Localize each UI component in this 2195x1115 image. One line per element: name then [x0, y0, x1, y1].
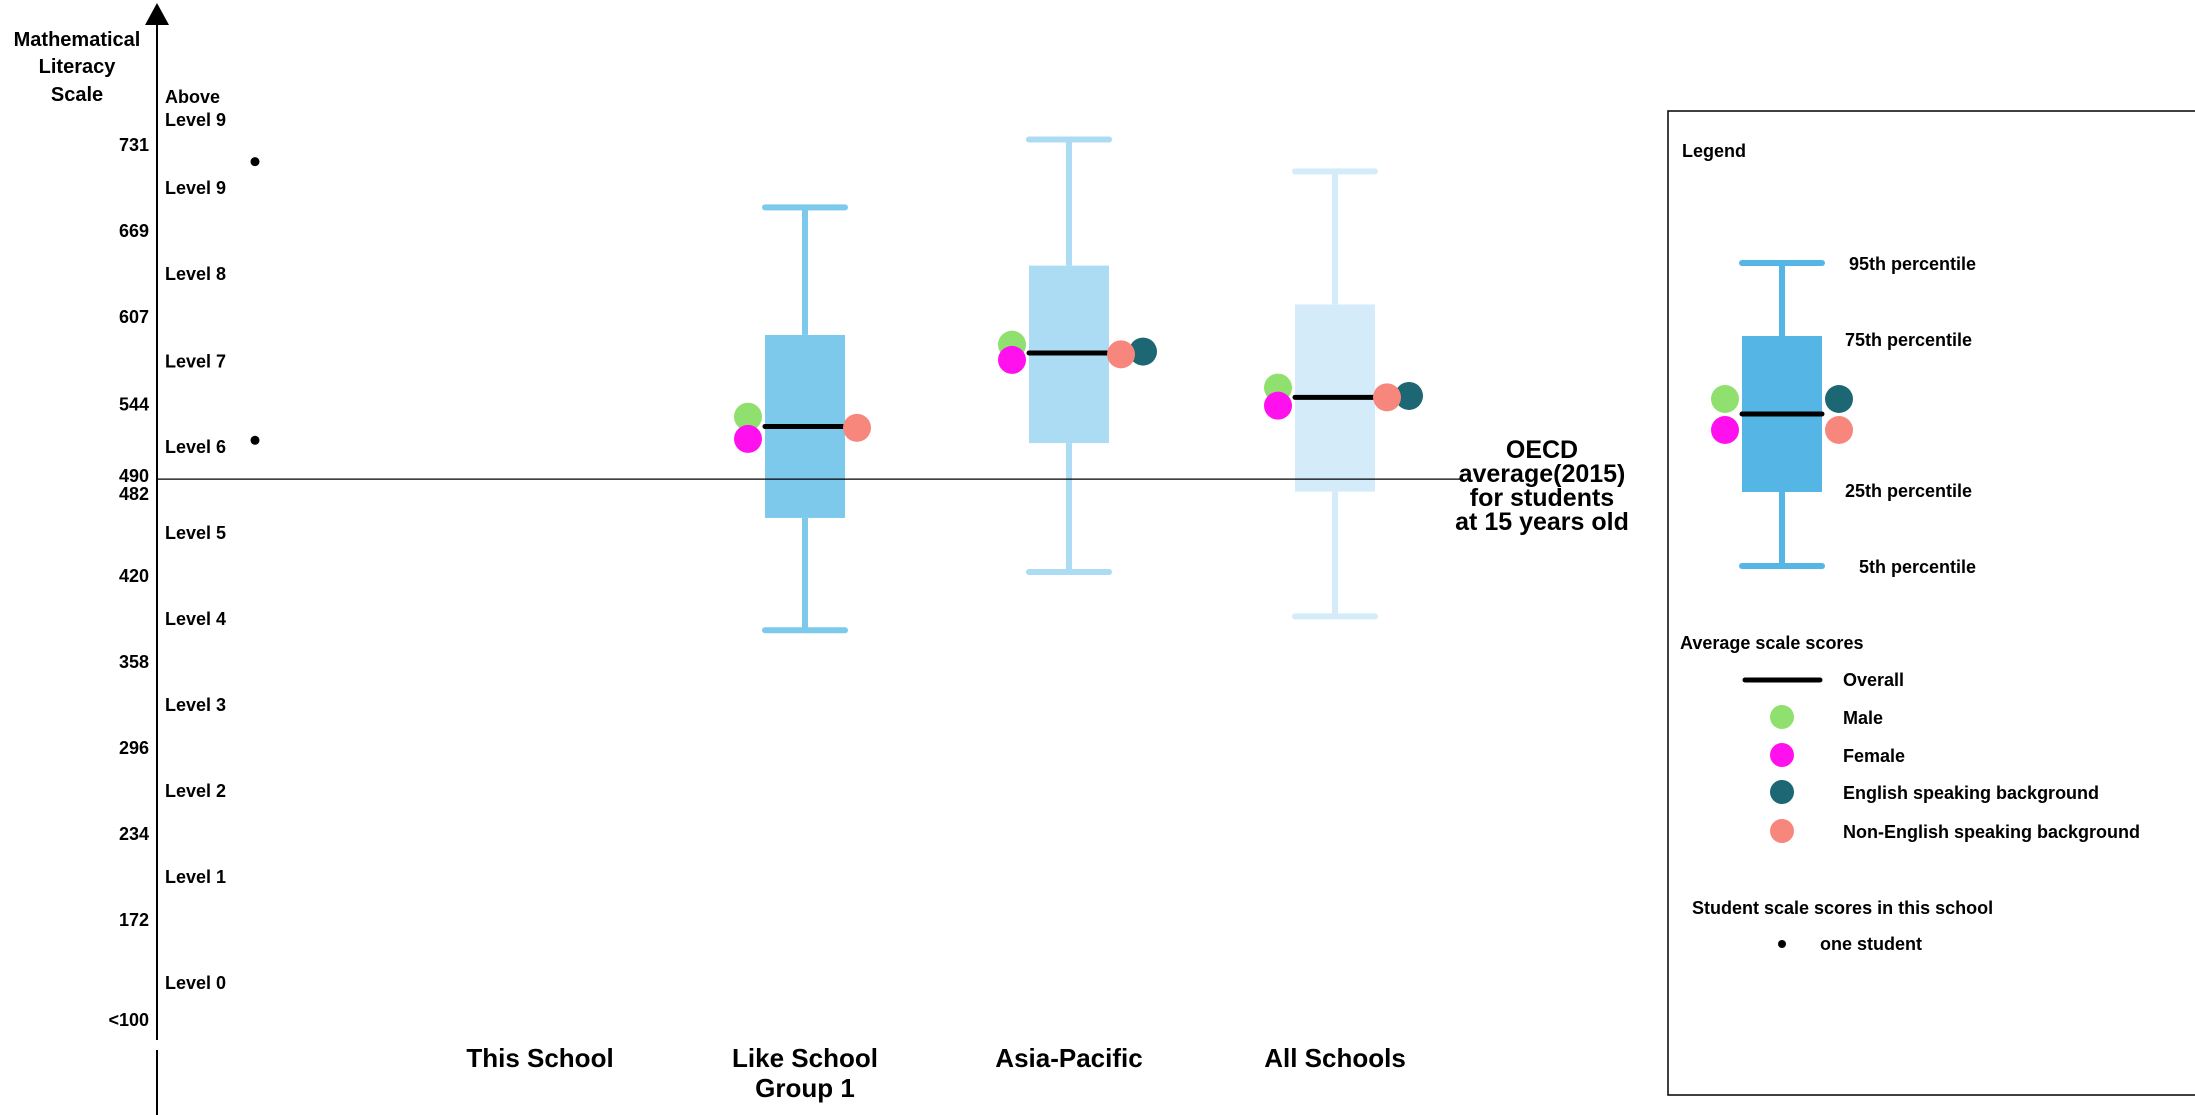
- legend-one-student-dot: [1778, 940, 1786, 948]
- legend-female-swatch: [1770, 743, 1794, 767]
- category-label: This School: [466, 1043, 613, 1073]
- legend-english-label: English speaking background: [1843, 783, 2099, 803]
- legend-male-label: Male: [1843, 708, 1883, 728]
- student-dot: [250, 157, 260, 167]
- y-axis-title-line-3: Scale: [51, 84, 103, 106]
- legend-p5-label: 5th percentile: [1859, 557, 1976, 577]
- level-label: Level 6: [165, 437, 226, 457]
- male-score-dot: [734, 402, 762, 431]
- legend-female-label: Female: [1843, 746, 1905, 766]
- y-axis-arrow-icon: [145, 3, 169, 25]
- y-tick-label: 358: [119, 652, 149, 672]
- oecd-label-line-1: OECD: [1506, 436, 1578, 464]
- category-label: Like School: [732, 1043, 878, 1073]
- category-label: Asia-Pacific: [995, 1043, 1142, 1073]
- non-english-score-dot: [1107, 340, 1135, 369]
- english-score-dot: [1129, 337, 1157, 366]
- oecd-label-line-2: average(2015): [1459, 460, 1626, 488]
- level-label: Level 2: [165, 781, 226, 801]
- legend-average-title: Average scale scores: [1680, 633, 1863, 653]
- student-dots: [250, 157, 260, 445]
- level-labels: Above Level 9 Level 9 Level 8 Level 7 Level 6…: [165, 87, 226, 993]
- legend-non-english-label: Non-English speaking background: [1843, 822, 2140, 842]
- box-group: [734, 204, 871, 634]
- y-tick-label: 544: [119, 394, 149, 414]
- legend: Legend 95th percentile 75th percentile 2…: [1667, 110, 2195, 1096]
- legend-female-dot: [1711, 416, 1739, 444]
- box-group: [1264, 168, 1423, 620]
- non-english-score-dot: [843, 413, 871, 442]
- level-label: Level 3: [165, 695, 226, 715]
- level-label: Level 9: [165, 110, 226, 130]
- category-label: Group 1: [755, 1073, 855, 1103]
- category-label: All Schools: [1264, 1043, 1406, 1073]
- female-score-dot: [1264, 391, 1292, 420]
- y-axis-title-line-1: Mathematical: [14, 29, 141, 51]
- female-score-dot: [998, 345, 1026, 374]
- legend-p25-label: 25th percentile: [1845, 481, 1972, 501]
- level-label: Level 7: [165, 351, 226, 371]
- box-group: [998, 136, 1157, 576]
- level-label: Level 9: [165, 178, 226, 198]
- level-label: Level 1: [165, 867, 226, 887]
- y-tick-label: 669: [119, 221, 149, 241]
- y-axis-title-line-2: Literacy: [39, 56, 117, 78]
- y-tick-label: 482: [119, 484, 149, 504]
- legend-english-swatch: [1770, 780, 1794, 804]
- y-tick-label: 731: [119, 135, 149, 155]
- student-dot: [250, 435, 260, 445]
- legend-frame: [1667, 110, 2195, 1096]
- legend-title: Legend: [1682, 141, 1746, 161]
- level-label: Above: [165, 87, 220, 107]
- legend-english-dot: [1825, 385, 1853, 413]
- legend-non-english-swatch: [1770, 819, 1794, 843]
- legend-one-student-label: one student: [1820, 934, 1922, 954]
- y-tick-label: 420: [119, 566, 149, 586]
- female-score-dot: [734, 424, 762, 453]
- y-tick-label: 607: [119, 307, 149, 327]
- y-tick-label: 490: [119, 466, 149, 486]
- level-label: Level 0: [165, 973, 226, 993]
- y-tick-label: 296: [119, 738, 149, 758]
- legend-overall-label: Overall: [1843, 670, 1904, 690]
- y-tick-label: 172: [119, 910, 149, 930]
- box-series: [734, 136, 1423, 634]
- level-label: Level 4: [165, 609, 226, 629]
- english-score-dot: [1395, 381, 1423, 410]
- y-tick-label: 234: [119, 824, 149, 844]
- legend-male-dot: [1711, 385, 1739, 413]
- level-label: Level 5: [165, 523, 226, 543]
- y-tick-label: <100: [108, 1010, 149, 1030]
- legend-p95-label: 95th percentile: [1849, 254, 1976, 274]
- legend-male-swatch: [1770, 705, 1794, 729]
- legend-non-english-dot: [1825, 416, 1853, 444]
- legend-students-title: Student scale scores in this school: [1692, 898, 1993, 918]
- oecd-label-line-3: for students: [1470, 484, 1614, 512]
- non-english-score-dot: [1373, 383, 1401, 412]
- level-label: Level 8: [165, 264, 226, 284]
- legend-p75-label: 75th percentile: [1845, 330, 1972, 350]
- oecd-label-line-4: at 15 years old: [1455, 508, 1629, 536]
